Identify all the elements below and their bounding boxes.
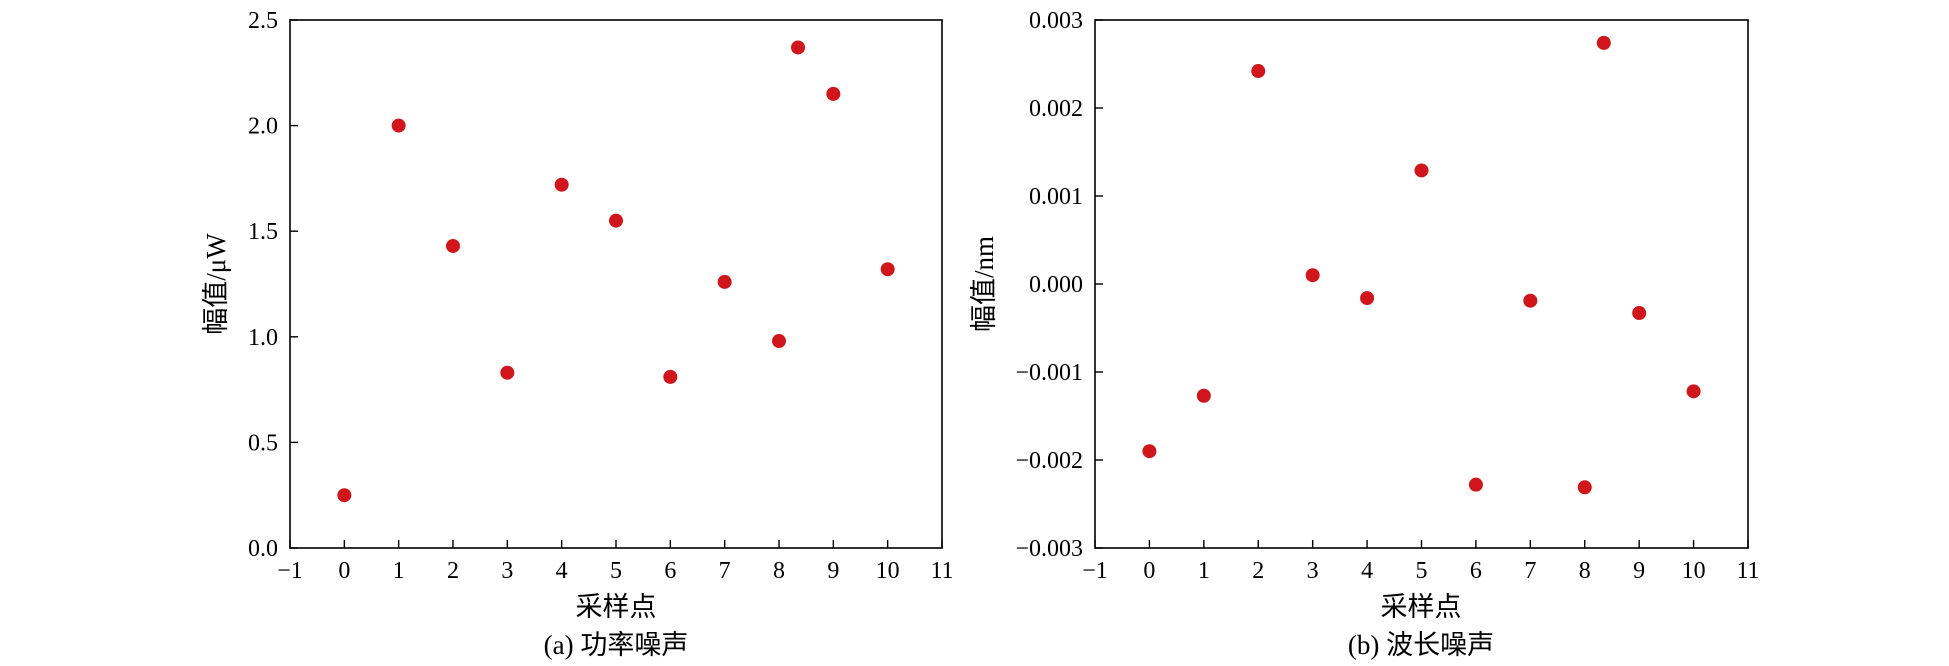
data-point (791, 40, 806, 55)
x-tick-label: 9 (1633, 558, 1645, 584)
x-tick-label: −1 (277, 558, 303, 584)
data-point (391, 118, 406, 133)
figure-caption: (b) 波长噪声 (1348, 630, 1494, 660)
y-tick-label: −0.002 (1015, 448, 1083, 474)
y-tick-label: 2.5 (248, 8, 278, 34)
data-point (1523, 293, 1538, 308)
x-tick-label: 11 (1736, 558, 1759, 584)
data-point (1305, 268, 1320, 283)
y-tick-label: 1.5 (248, 219, 278, 245)
data-point (772, 334, 786, 349)
data-point (880, 262, 895, 277)
x-tick-label: 6 (664, 558, 676, 584)
data-point (554, 177, 569, 192)
x-tick-label: 3 (1307, 558, 1319, 584)
data-point (826, 86, 841, 101)
x-tick-label: 2 (447, 558, 459, 584)
y-tick-label: 0.0 (248, 536, 278, 562)
y-tick-label: 0.002 (1029, 96, 1083, 122)
plot-frame (1094, 19, 1749, 549)
x-tick-label: 6 (1470, 558, 1482, 584)
data-point (717, 274, 732, 289)
data-point (1142, 444, 1157, 459)
data-point (1251, 64, 1266, 79)
data-point (446, 238, 460, 253)
data-point (1596, 35, 1611, 50)
y-tick-label: 0.001 (1029, 184, 1083, 210)
marks: −1 0 1 2 3 4 5 6 7 8 9 10 11 0.0 0.5 1.0 1.5 2.0 2.5 (248, 8, 954, 584)
data-point (1196, 388, 1211, 403)
data-point (1414, 163, 1429, 178)
x-tick-label: 4 (556, 558, 568, 584)
data-point (500, 365, 515, 380)
y-tick-label: 0.5 (248, 430, 278, 456)
y-tick-label: −0.003 (1015, 536, 1083, 562)
data-point (1360, 291, 1375, 306)
x-tick-label: 1 (393, 558, 405, 584)
x-tick-label: 1 (1198, 558, 1210, 584)
x-tick-label: 4 (1361, 558, 1373, 584)
x-axis-label: 采样点 (1381, 592, 1462, 622)
x-tick-label: −1 (1082, 558, 1108, 584)
plot-frame (289, 19, 943, 549)
x-tick-label: 3 (501, 558, 513, 584)
data-point (1686, 384, 1701, 399)
x-tick-label: 10 (1682, 558, 1706, 584)
data-point (1577, 480, 1592, 495)
y-tick-label: 2.0 (248, 114, 278, 140)
x-tick-label: 11 (930, 558, 953, 584)
x-tick-label: 9 (827, 558, 839, 584)
x-tick-label: 5 (610, 558, 622, 584)
x-tick-label: 5 (1416, 558, 1428, 584)
x-axis-label: 采样点 (576, 592, 657, 622)
marks: −1 0 1 2 3 4 5 6 7 8 9 10 11 −0.003 −0.002 −0.001 0.000 0… (1015, 8, 1759, 584)
x-tick-label: 8 (773, 558, 785, 584)
x-tick-label: 0 (338, 558, 350, 584)
y-axis-label: 幅值/nm (969, 236, 999, 332)
x-tick-label: 8 (1579, 558, 1591, 584)
data-point (337, 488, 352, 503)
data-point (663, 369, 678, 384)
data-point (1468, 477, 1483, 492)
scatter-chart-a: −1 0 1 2 3 4 5 6 7 8 9 10 11 0.0 0.5 1.0 1.5 2.0 2.5 采样点 幅… (201, 8, 954, 660)
y-tick-label: 1.0 (248, 325, 278, 351)
x-tick-label: 7 (1524, 558, 1536, 584)
x-tick-label: 7 (719, 558, 731, 584)
scatter-chart-b: −1 0 1 2 3 4 5 6 7 8 9 10 11 −0.003 −0.002 −0.001 0.000 0… (969, 8, 1760, 660)
x-tick-label: 0 (1143, 558, 1155, 584)
data-point (609, 213, 623, 228)
y-axis-label: 幅值/μW (201, 233, 231, 335)
y-tick-label: 0.000 (1029, 272, 1083, 298)
data-point (1632, 306, 1647, 321)
x-tick-label: 2 (1252, 558, 1264, 584)
y-tick-label: 0.003 (1029, 8, 1083, 34)
figure-caption: (a) 功率噪声 (544, 630, 689, 660)
x-tick-label: 10 (876, 558, 900, 584)
y-tick-label: −0.001 (1015, 360, 1083, 386)
